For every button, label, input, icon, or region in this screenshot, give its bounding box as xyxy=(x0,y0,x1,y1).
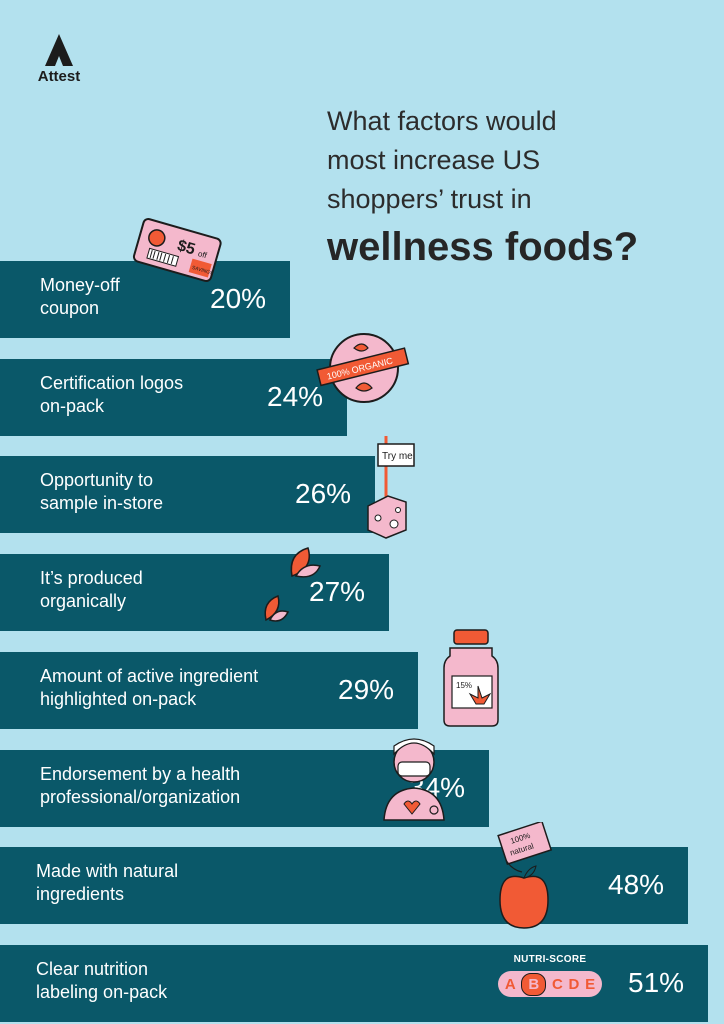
bar-value-label: 27% xyxy=(309,576,366,607)
supplement-bottle-icon: 15% xyxy=(443,629,499,727)
bar-value-label: 48% xyxy=(608,869,665,900)
bar-label: Amount of active ingredient highlighted … xyxy=(40,666,259,709)
coupon-off: off xyxy=(197,249,209,260)
sample-text: Try me xyxy=(382,451,413,462)
health-professional-icon xyxy=(383,738,445,821)
organic-badge-icon: 100% ORGANIC xyxy=(316,333,410,403)
attest-triangle-icon xyxy=(45,34,73,66)
nutri-score-letter: C xyxy=(551,975,563,993)
cheese-sample-icon: Try me xyxy=(367,436,415,539)
title-line-1: What factors would xyxy=(327,106,557,136)
bar-label: Money-off coupon xyxy=(40,275,120,318)
bar-label: Made with natural ingredients xyxy=(36,861,179,904)
title-line-2: most increase US xyxy=(327,145,541,175)
bottle-text: 15% xyxy=(456,681,472,690)
bar-value-label: 26% xyxy=(295,478,352,509)
leaves-icon xyxy=(264,547,322,622)
bar-label: It’s produced organically xyxy=(40,568,143,611)
bar-label: Certification logos on-pack xyxy=(40,373,184,416)
nutri-score-letter: B xyxy=(521,972,547,996)
bar: Money-off coupon 20% xyxy=(0,261,290,338)
bar-value-label: 29% xyxy=(338,674,395,705)
nutri-score-letter: E xyxy=(585,975,596,993)
bar-label: Clear nutrition labeling on-pack xyxy=(36,959,168,1002)
nutri-score-letter: A xyxy=(504,975,516,993)
bar-value-label: 24% xyxy=(267,381,324,412)
bar: It’s produced organically 27% xyxy=(0,554,389,631)
title-emphasis: wellness foods? xyxy=(327,225,639,269)
attest-logo: Attest xyxy=(34,34,84,85)
coupon-price: $5 xyxy=(175,237,197,258)
bar: Made with natural ingredients 48% xyxy=(0,847,688,924)
coupon-icon: $5 off SAVINGS xyxy=(132,218,222,283)
bar-label: Opportunity to sample in-store xyxy=(40,470,164,513)
nutri-score-title: NUTRI-SCORE xyxy=(513,954,587,965)
title-line-3: shoppers’ trust in xyxy=(327,184,532,214)
bar: Opportunity to sample in-store 26% xyxy=(0,456,375,533)
bar-label: Endorsement by a health professional/org… xyxy=(40,764,241,807)
bar: Amount of active ingredient highlighted … xyxy=(0,652,418,729)
bar-value-label: 20% xyxy=(210,283,267,314)
bar: Certification logos on-pack 24% xyxy=(0,359,347,436)
bar-value-label: 51% xyxy=(628,967,685,998)
coupon-tag: SAVINGS xyxy=(191,265,214,277)
apple-tag-icon: 100% natural xyxy=(497,822,553,929)
logo-text: Attest xyxy=(37,68,81,85)
chart-title: What factors would most increase US shop… xyxy=(327,102,638,271)
nutri-score-letter: D xyxy=(568,975,580,993)
